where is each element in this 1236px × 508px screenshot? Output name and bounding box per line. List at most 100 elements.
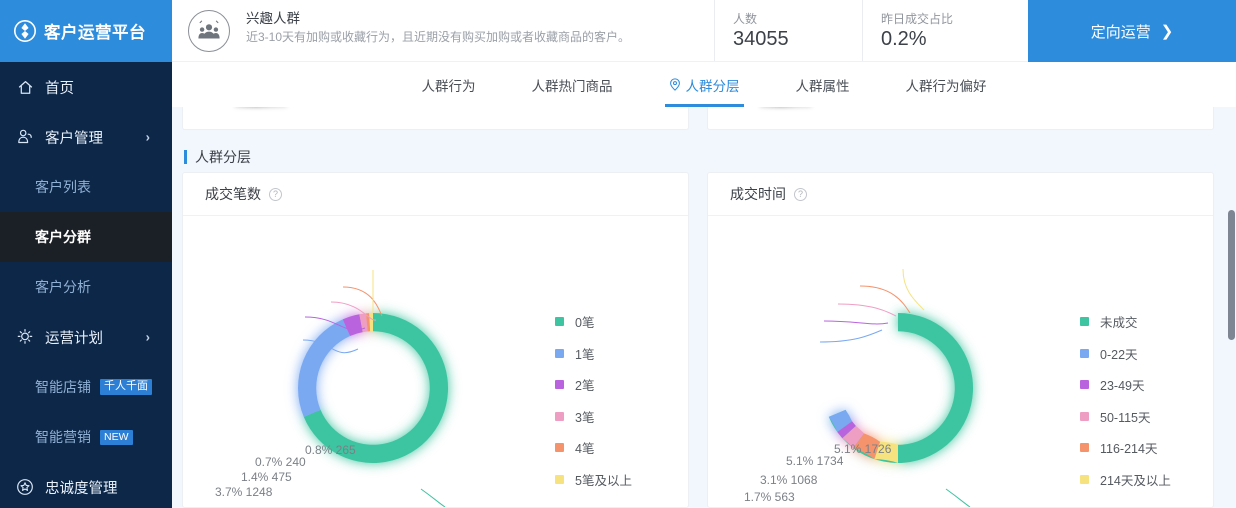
sidebar-item-label: 客户管理 xyxy=(45,130,103,147)
sidebar-item-customer-list[interactable]: 客户列表 xyxy=(0,162,172,212)
tab-crowd-behavior-preference[interactable]: 人群行为偏好 xyxy=(878,62,1015,107)
tab-label: 人群行为偏好 xyxy=(905,78,987,94)
chevron-right-icon[interactable]: › xyxy=(145,329,150,345)
brand-header[interactable]: 客户运营平台 xyxy=(0,0,172,62)
legend-item-0[interactable]: 未成交 xyxy=(1080,312,1171,331)
sidebar-item-label: 首页 xyxy=(45,80,74,97)
chart-legend: 未成交 0-22天 23-49天 xyxy=(1080,312,1171,489)
sidebar-item-operation-plan[interactable]: 运营计划 › xyxy=(0,312,172,362)
legend-swatch xyxy=(1080,443,1089,452)
tab-crowd-hot-products[interactable]: 人群热门商品 xyxy=(504,62,641,107)
donut-svg xyxy=(298,269,449,507)
tab-bar: 人群行为 人群热门商品 人群分层 人群属性 人群行为偏好 xyxy=(172,62,1236,107)
card-header: 成交时间 ? xyxy=(708,173,1213,216)
legend-label: 4笔 xyxy=(575,442,595,456)
legend-item-3[interactable]: 3笔 xyxy=(555,407,632,426)
vertical-scrollbar-thumb[interactable] xyxy=(1228,210,1235,340)
stat-yesterday-conversion: 昨日成交占比 0.2% xyxy=(862,0,1010,61)
chart-cards: 成交笔数 ? xyxy=(182,172,1214,508)
chevron-right-icon[interactable]: › xyxy=(145,129,150,145)
group-people-icon xyxy=(188,9,230,52)
legend-swatch xyxy=(1080,411,1089,421)
legend-label: 0-22天 xyxy=(1100,347,1138,362)
donut-svg xyxy=(819,268,974,507)
chevron-right-icon: ❯ xyxy=(1160,23,1174,40)
main-content: 兴趣人群 近3-10天有加购或收藏行为，且近期没有购买加购或者收藏商品的客户。 … xyxy=(172,0,1236,508)
legend-item-5[interactable]: 214天及以上 xyxy=(1080,470,1171,489)
legend-swatch xyxy=(555,317,564,326)
legend-swatch xyxy=(555,411,564,421)
brand-title: 客户运营平台 xyxy=(44,24,146,42)
content-scroll-area: 人群分层 成交笔数 ? xyxy=(172,98,1236,508)
slice-label-1: 1.7% 563 xyxy=(744,490,795,504)
location-pin-icon xyxy=(669,78,681,91)
slice-label-1: 3.7% 1248 xyxy=(215,485,273,499)
stat-value: 34055 xyxy=(733,28,789,50)
legend-item-1[interactable]: 1笔 xyxy=(555,344,632,363)
tab-crowd-segmentation[interactable]: 人群分层 xyxy=(641,62,768,107)
legend-label: 116-214天 xyxy=(1100,442,1158,456)
slice-label-4: 0.8% 265 xyxy=(305,443,356,457)
donut-chart-transaction-count: 12.1% 4114 3.7% 1248 1.4% 475 0.7% 240 0… xyxy=(183,216,688,507)
targeted-operation-button[interactable]: 定向运营 ❯ xyxy=(1028,0,1236,62)
slice-label-2: 3.1% 1068 xyxy=(760,473,818,487)
slice-label-2: 1.4% 475 xyxy=(241,470,292,484)
legend-swatch xyxy=(555,348,564,358)
section-title-label: 人群分层 xyxy=(195,149,251,165)
legend-swatch xyxy=(1080,317,1089,326)
legend-swatch xyxy=(1080,348,1089,358)
legend-label: 1笔 xyxy=(575,347,595,362)
legend-label: 5笔及以上 xyxy=(575,473,632,488)
sidebar-item-label: 智能营销 xyxy=(35,429,91,445)
status-badge: NEW xyxy=(100,429,133,445)
sidebar-item-label: 智能店铺 xyxy=(35,379,91,395)
users-icon xyxy=(14,128,36,146)
tab-label: 人群热门商品 xyxy=(531,78,613,94)
slice-label-3: 5.1% 1734 xyxy=(786,454,844,468)
sidebar-item-customer-segments[interactable]: 客户分群 xyxy=(0,212,172,262)
card-transaction-count: 成交笔数 ? xyxy=(182,172,689,508)
legend-swatch xyxy=(555,380,564,389)
legend-item-2[interactable]: 2笔 xyxy=(555,375,632,394)
tab-label: 人群属性 xyxy=(795,78,850,94)
tab-crowd-attributes[interactable]: 人群属性 xyxy=(768,62,878,107)
legend-swatch xyxy=(555,474,564,484)
crowd-info: 兴趣人群 近3-10天有加购或收藏行为，且近期没有购买加购或者收藏商品的客户。 xyxy=(246,0,714,61)
legend-item-1[interactable]: 0-22天 xyxy=(1080,344,1171,363)
stat-value: 0.2% xyxy=(881,28,927,50)
crowd-description: 近3-10天有加购或收藏行为，且近期没有购买加购或者收藏商品的客户。 xyxy=(246,30,631,44)
legend-item-4[interactable]: 116-214天 xyxy=(1080,438,1171,457)
slice-label-4: 5.1% 1726 xyxy=(834,442,892,456)
legend-label: 3笔 xyxy=(575,410,595,425)
donut-chart-transaction-time: 3.7% 1251 1.7% 563 3.1% 1068 5.1% 1734 5… xyxy=(708,216,1213,507)
vertical-scrollbar-track[interactable] xyxy=(1227,107,1236,508)
sidebar-item-customer-analysis[interactable]: 客户分析 xyxy=(0,262,172,312)
legend-label: 50-115天 xyxy=(1100,410,1151,425)
sidebar-item-smart-marketing[interactable]: 智能营销 NEW xyxy=(0,412,172,462)
legend-item-5[interactable]: 5笔及以上 xyxy=(555,470,632,489)
legend-label: 0笔 xyxy=(575,316,595,330)
legend-label: 未成交 xyxy=(1100,316,1138,330)
sidebar-item-smart-shop[interactable]: 智能店铺 千人千面 xyxy=(0,362,172,412)
legend-label: 2笔 xyxy=(575,379,595,393)
status-badge: 千人千面 xyxy=(100,379,152,395)
section-accent-bar xyxy=(184,150,187,164)
stat-label: 昨日成交占比 xyxy=(881,12,954,26)
sidebar-item-home[interactable]: 首页 xyxy=(0,62,172,112)
legend-item-2[interactable]: 23-49天 xyxy=(1080,375,1171,394)
legend-item-3[interactable]: 50-115天 xyxy=(1080,407,1171,426)
crystal-logo-icon xyxy=(14,20,36,42)
sidebar-item-label: 忠诚度管理 xyxy=(45,480,118,497)
card-title: 成交时间 xyxy=(730,186,786,202)
chart-legend: 0笔 1笔 2笔 3笔 xyxy=(555,312,632,489)
sidebar-item-label: 客户分析 xyxy=(35,279,91,295)
sidebar-item-loyalty-management[interactable]: 忠诚度管理 xyxy=(0,462,172,508)
legend-item-4[interactable]: 4笔 xyxy=(555,438,632,457)
sidebar-item-customer-management[interactable]: 客户管理 › xyxy=(0,112,172,162)
home-icon xyxy=(14,79,36,96)
question-mark-icon[interactable]: ? xyxy=(269,187,282,201)
legend-item-0[interactable]: 0笔 xyxy=(555,312,632,331)
question-mark-icon[interactable]: ? xyxy=(794,187,807,201)
tab-crowd-behavior[interactable]: 人群行为 xyxy=(394,62,504,107)
